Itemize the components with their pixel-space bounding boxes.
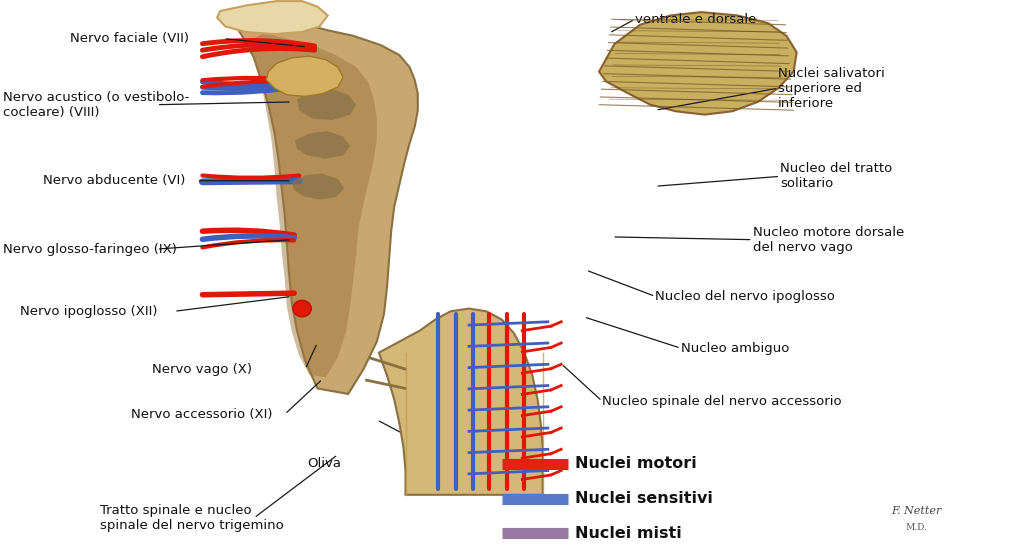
Text: Nuclei sensitivi: Nuclei sensitivi [575,491,714,506]
Text: M.D.: M.D. [905,523,928,532]
Text: Nucleo spinale del nervo accessorio: Nucleo spinale del nervo accessorio [602,395,842,408]
Text: Nervo acustico (o vestibolo-
cocleare) (VIII): Nervo acustico (o vestibolo- cocleare) (… [3,91,189,118]
Polygon shape [292,174,344,199]
Text: Nervo vago (X): Nervo vago (X) [152,363,252,376]
Polygon shape [217,1,328,34]
Polygon shape [225,11,418,394]
Polygon shape [266,56,343,96]
Text: Nucleo del tratto
solitario: Nucleo del tratto solitario [780,163,893,190]
Text: F. Netter: F. Netter [891,506,942,516]
Text: Nucleo del nervo ipoglosso: Nucleo del nervo ipoglosso [655,290,836,303]
Text: Nervo ipoglosso (XII): Nervo ipoglosso (XII) [20,305,158,318]
Text: Nuclei motori: Nuclei motori [575,456,697,472]
Text: Nucleo motore dorsale
del nervo vago: Nucleo motore dorsale del nervo vago [753,226,904,253]
Polygon shape [297,89,356,120]
Text: ventrale e dorsale: ventrale e dorsale [635,13,757,26]
Polygon shape [599,12,797,115]
Ellipse shape [293,300,311,317]
Text: Nervo accessorio (XI): Nervo accessorio (XI) [131,408,272,421]
Polygon shape [295,131,350,159]
Text: Nuclei salivatori
superiore ed
inferiore: Nuclei salivatori superiore ed inferiore [778,67,885,110]
Text: Tratto spinale e nucleo
spinale del nervo trigemino: Tratto spinale e nucleo spinale del nerv… [100,504,284,532]
Polygon shape [248,33,377,377]
Text: Oliva: Oliva [307,457,341,471]
Text: Nuclei misti: Nuclei misti [575,526,682,541]
Text: Nucleo ambiguo: Nucleo ambiguo [681,342,790,355]
Text: Nervo faciale (VII): Nervo faciale (VII) [70,32,188,45]
Polygon shape [379,309,543,495]
Text: Nervo abducente (VI): Nervo abducente (VI) [43,174,185,187]
Text: Nervo glosso-faringeo (IX): Nervo glosso-faringeo (IX) [3,242,177,256]
